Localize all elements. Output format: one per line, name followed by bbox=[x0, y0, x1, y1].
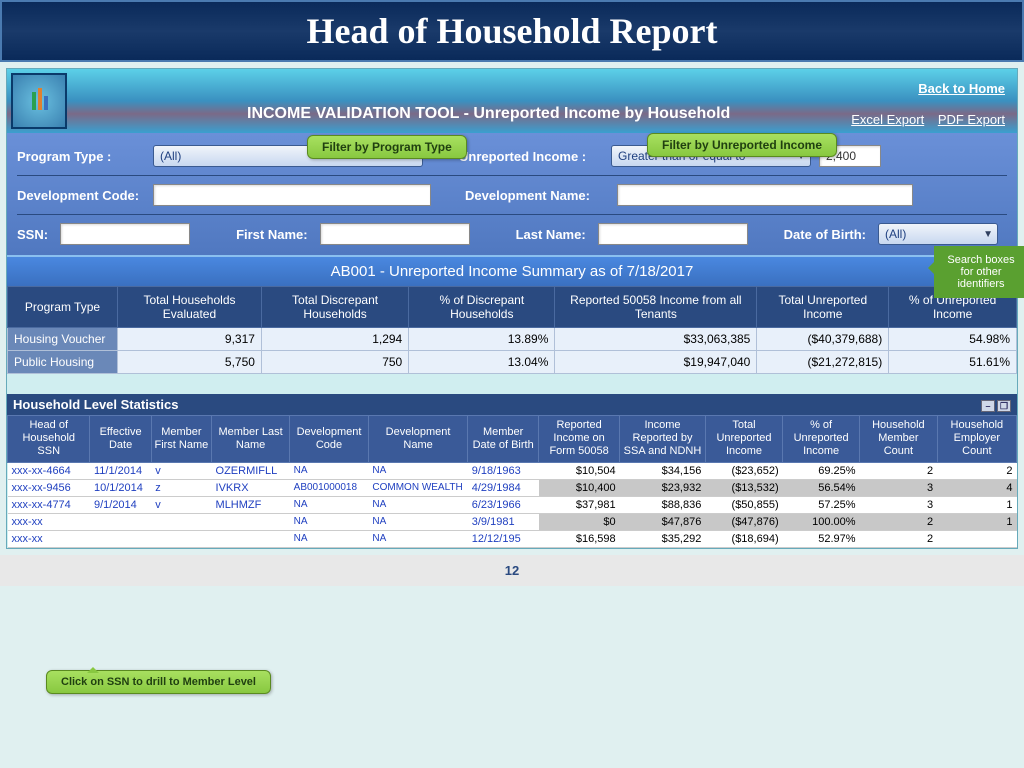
summary-col-header: % of Discrepant Households bbox=[409, 287, 555, 328]
dev-name-label: Development Name: bbox=[465, 188, 605, 203]
chevron-down-icon: ▼ bbox=[983, 229, 993, 240]
detail-row: xxx-xx-4664 11/1/2014 v OZERMIFLL NA NA … bbox=[8, 462, 1017, 479]
ssn-label: SSN: bbox=[17, 227, 48, 242]
last-name-label: Last Name: bbox=[516, 227, 586, 242]
program-type-label: Program Type : bbox=[17, 149, 145, 164]
detail-col-header: Effective Date bbox=[90, 416, 151, 463]
app-logo bbox=[11, 73, 67, 129]
ssn-link[interactable]: xxx-xx bbox=[8, 530, 90, 547]
ssn-link[interactable]: xxx-xx bbox=[8, 513, 90, 530]
callout-drill-ssn: Click on SSN to drill to Member Level bbox=[46, 670, 271, 694]
summary-row-label: Housing Voucher bbox=[8, 328, 118, 351]
detail-table: Head of Household SSNEffective DateMembe… bbox=[7, 415, 1017, 548]
summary-row: Housing Voucher 9,3171,29413.89% $33,063… bbox=[8, 328, 1017, 351]
callout-search-boxes: Search boxes for other identifiers bbox=[934, 246, 1024, 298]
last-name-input[interactable] bbox=[598, 223, 748, 245]
detail-row: xxx-xx-4774 9/1/2014 v MLHMZF NA NA 6/23… bbox=[8, 496, 1017, 513]
detail-row: xxx-xx-9456 10/1/2014 z IVKRX AB00100001… bbox=[8, 479, 1017, 496]
app-title: INCOME VALIDATION TOOL - Unreported Inco… bbox=[247, 105, 730, 123]
ssn-link[interactable]: xxx-xx-9456 bbox=[8, 479, 90, 496]
summary-header: AB001 - Unreported Income Summary as of … bbox=[7, 255, 1017, 286]
detail-col-header: Income Reported by SSA and NDNH bbox=[620, 416, 706, 463]
summary-col-header: Program Type bbox=[8, 287, 118, 328]
dev-code-label: Development Code: bbox=[17, 188, 145, 203]
app-frame: INCOME VALIDATION TOOL - Unreported Inco… bbox=[6, 68, 1018, 549]
page-number: 12 bbox=[0, 555, 1024, 586]
window-controls: –❐ bbox=[979, 397, 1011, 412]
pdf-export-link[interactable]: PDF Export bbox=[938, 112, 1005, 127]
unreported-label: Unreported Income : bbox=[459, 149, 599, 164]
summary-col-header: Total Households Evaluated bbox=[118, 287, 262, 328]
detail-col-header: Reported Income on Form 50058 bbox=[539, 416, 620, 463]
filter-panel: Program Type : (All)▼ Unreported Income … bbox=[7, 133, 1017, 255]
detail-col-header: Head of Household SSN bbox=[8, 416, 90, 463]
ssn-link[interactable]: xxx-xx-4774 bbox=[8, 496, 90, 513]
minimize-icon[interactable]: – bbox=[981, 400, 995, 412]
summary-col-header: Total Discrepant Households bbox=[261, 287, 408, 328]
export-links: Excel Export PDF Export bbox=[841, 112, 1005, 127]
detail-col-header: Development Code bbox=[290, 416, 369, 463]
detail-col-header: Development Name bbox=[368, 416, 467, 463]
summary-col-header: Reported 50058 Income from all Tenants bbox=[555, 287, 757, 328]
slide-title: Head of Household Report bbox=[306, 10, 717, 52]
detail-row: xxx-xx NA NA 12/12/195 $16,598 $35,292 (… bbox=[8, 530, 1017, 547]
first-name-label: First Name: bbox=[236, 227, 308, 242]
detail-title: Household Level Statistics bbox=[13, 397, 178, 412]
dev-code-input[interactable] bbox=[153, 184, 431, 206]
summary-row: Public Housing 5,75075013.04% $19,947,04… bbox=[8, 351, 1017, 374]
detail-col-header: Household Employer Count bbox=[937, 416, 1016, 463]
dev-name-input[interactable] bbox=[617, 184, 913, 206]
detail-section: Household Level Statistics –❐ Head of Ho… bbox=[7, 394, 1017, 548]
callout-program-type: Filter by Program Type bbox=[307, 135, 467, 159]
back-home-link[interactable]: Back to Home bbox=[918, 81, 1005, 96]
summary-table: Program TypeTotal Households EvaluatedTo… bbox=[7, 286, 1017, 374]
first-name-input[interactable] bbox=[320, 223, 470, 245]
app-header: INCOME VALIDATION TOOL - Unreported Inco… bbox=[7, 69, 1017, 133]
detail-col-header: % of Unreported Income bbox=[783, 416, 860, 463]
ssn-link[interactable]: xxx-xx-4664 bbox=[8, 462, 90, 479]
callout-unreported: Filter by Unreported Income bbox=[647, 133, 837, 157]
slide-title-bar: Head of Household Report bbox=[0, 0, 1024, 62]
detail-col-header: Member First Name bbox=[151, 416, 211, 463]
detail-col-header: Household Member Count bbox=[860, 416, 938, 463]
dob-select[interactable]: (All)▼ bbox=[878, 223, 998, 245]
summary-col-header: Total Unreported Income bbox=[757, 287, 889, 328]
detail-col-header: Total Unreported Income bbox=[705, 416, 782, 463]
maximize-icon[interactable]: ❐ bbox=[997, 400, 1011, 412]
detail-col-header: Member Last Name bbox=[212, 416, 290, 463]
dob-label: Date of Birth: bbox=[784, 227, 866, 242]
detail-col-header: Member Date of Birth bbox=[468, 416, 539, 463]
summary-row-label: Public Housing bbox=[8, 351, 118, 374]
detail-row: xxx-xx NA NA 3/9/1981 $0 $47,876 ($47,87… bbox=[8, 513, 1017, 530]
excel-export-link[interactable]: Excel Export bbox=[851, 112, 924, 127]
ssn-input[interactable] bbox=[60, 223, 190, 245]
